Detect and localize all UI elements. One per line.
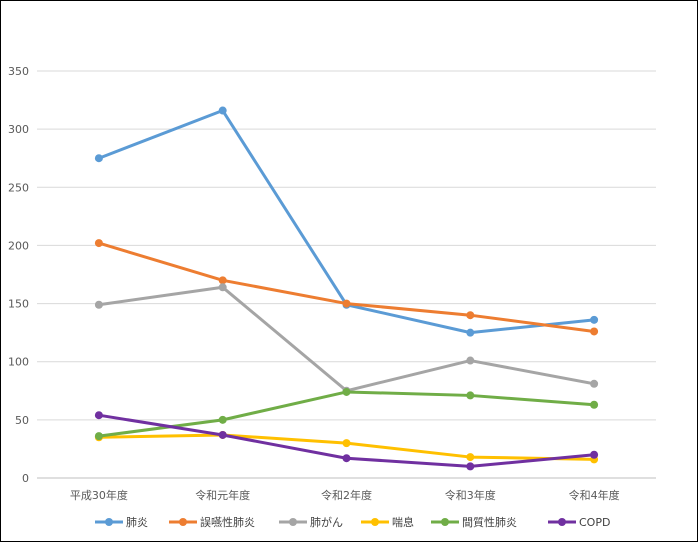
- data-point: [466, 356, 475, 365]
- data-point: [466, 328, 475, 337]
- x-tick-label: 令和4年度: [569, 488, 620, 502]
- legend-swatch-marker: [441, 518, 449, 526]
- series-line: [97, 241, 596, 333]
- data-point: [590, 400, 599, 409]
- legend-swatch-marker: [105, 518, 113, 526]
- data-point: [94, 154, 103, 163]
- data-point: [94, 300, 103, 309]
- y-tick-label: 50: [15, 414, 29, 427]
- y-tick-label: 100: [8, 356, 29, 369]
- y-tick-label: 150: [8, 298, 29, 311]
- y-tick-label: 250: [8, 181, 29, 194]
- data-point: [342, 439, 351, 448]
- series-group: [94, 239, 599, 336]
- legend-item: 喘息: [361, 515, 414, 529]
- data-point: [342, 387, 351, 396]
- series-group: [94, 411, 599, 471]
- legend-swatch-marker: [289, 518, 297, 526]
- series-lines: [94, 106, 599, 471]
- y-tick-label: 350: [8, 65, 29, 78]
- data-point: [94, 411, 103, 420]
- data-point: [218, 106, 227, 115]
- legend-swatch-marker: [179, 518, 187, 526]
- gridlines: [37, 70, 656, 479]
- data-point: [466, 391, 475, 400]
- data-point: [94, 432, 103, 441]
- legend-item: 間質性肺炎: [431, 515, 517, 529]
- data-point: [466, 462, 475, 471]
- x-tick-label: 平成30年度: [70, 488, 128, 502]
- legend-item: 肺がん: [279, 515, 343, 529]
- legend-label: 間質性肺炎: [462, 515, 517, 529]
- legend-label: 肺炎: [126, 516, 148, 529]
- legend-swatch-marker: [371, 518, 379, 526]
- series-line: [97, 109, 596, 335]
- data-point: [466, 311, 475, 320]
- data-point: [218, 430, 227, 439]
- data-point: [590, 327, 599, 336]
- x-tick-label: 令和2年度: [321, 488, 372, 502]
- data-point: [218, 415, 227, 424]
- y-tick-label: 0: [22, 472, 29, 485]
- y-tick-label: 200: [8, 239, 29, 252]
- legend-label: 誤嚥性肺炎: [200, 515, 255, 529]
- data-point: [466, 453, 475, 462]
- x-tick-label: 令和元年度: [195, 488, 250, 502]
- x-tick-label: 令和3年度: [445, 488, 496, 502]
- y-tick-label: 300: [8, 123, 29, 136]
- data-point: [590, 379, 599, 388]
- legend-label: 喘息: [392, 515, 414, 529]
- data-point: [218, 283, 227, 292]
- data-point: [342, 454, 351, 463]
- data-point: [590, 315, 599, 324]
- legend: 肺炎 誤嚥性肺炎 肺がん 喘息 間質性肺炎 COPD: [95, 515, 610, 529]
- legend-label: 肺がん: [310, 515, 343, 529]
- legend-label: COPD: [579, 516, 610, 529]
- x-axis-ticks: 平成30年度 令和元年度 令和2年度 令和3年度 令和4年度: [70, 488, 620, 502]
- y-axis-ticks: 0 50 100 150 200 250 300 350: [8, 65, 29, 485]
- legend-item: 肺炎: [95, 516, 148, 529]
- series-line: [97, 390, 596, 438]
- series-group: [94, 387, 599, 441]
- data-point: [218, 276, 227, 285]
- legend-swatch-marker: [558, 518, 566, 526]
- legend-item: 誤嚥性肺炎: [169, 515, 255, 529]
- data-point: [590, 450, 599, 459]
- data-point: [94, 239, 103, 248]
- legend-item: COPD: [548, 516, 610, 529]
- data-point: [342, 299, 351, 308]
